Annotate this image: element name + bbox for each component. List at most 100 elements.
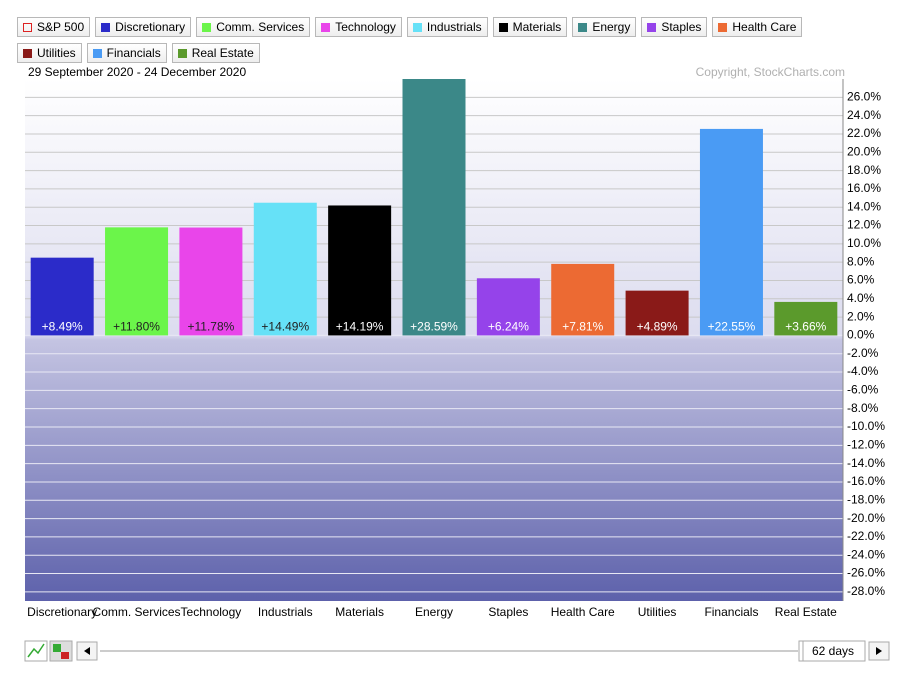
legend-label: Utilities <box>37 46 76 60</box>
legend-item[interactable]: Health Care <box>712 17 803 37</box>
legend-swatch <box>647 22 657 32</box>
y-tick-label: -2.0% <box>847 346 879 360</box>
y-tick-label: 22.0% <box>847 126 881 140</box>
y-tick-label: -14.0% <box>847 456 885 470</box>
x-tick-label: Energy <box>415 605 453 619</box>
y-tick-label: -26.0% <box>847 566 885 580</box>
y-tick-label: -12.0% <box>847 437 885 451</box>
y-tick-label: 6.0% <box>847 273 875 287</box>
value-label: +28.59% <box>410 320 458 334</box>
line-icon <box>27 643 45 658</box>
value-label: +3.66% <box>785 320 826 334</box>
legend-swatch <box>23 48 32 58</box>
bar <box>625 290 689 336</box>
value-label: +11.80% <box>113 320 160 334</box>
legend-item[interactable]: Comm. Services <box>196 17 311 37</box>
legend-swatch <box>578 22 588 32</box>
bar <box>30 257 94 336</box>
legend-label: Financials <box>106 46 161 60</box>
y-tick-label: -16.0% <box>847 474 885 488</box>
bar <box>179 227 243 336</box>
x-tick-label: Industrials <box>258 605 313 619</box>
legend-swatch <box>718 22 728 32</box>
y-tick-label: 18.0% <box>847 163 881 177</box>
controls: 62 days <box>24 640 890 662</box>
y-tick-label: -8.0% <box>847 401 879 415</box>
legend-swatch <box>177 48 187 58</box>
legend-label: Comm. Services <box>216 20 305 34</box>
legend-label: S&P 500 <box>37 20 85 34</box>
value-label: +14.49% <box>261 320 309 334</box>
legend-swatch <box>498 22 508 32</box>
legend-item[interactable]: Materials <box>492 17 568 37</box>
x-tick-label: Health Care <box>551 605 615 619</box>
y-tick-label: 12.0% <box>847 218 881 232</box>
legend-item[interactable]: Technology <box>315 17 402 37</box>
y-tick-label: 20.0% <box>847 144 881 158</box>
legend-label: Real Estate <box>191 46 254 60</box>
bar <box>402 79 466 336</box>
legend-swatch <box>92 48 102 58</box>
legend-item[interactable]: Financials <box>86 43 167 63</box>
y-tick-label: 14.0% <box>847 199 881 213</box>
x-tick-label: Materials <box>335 605 384 619</box>
value-label: +4.89% <box>637 320 678 334</box>
legend-label: Health Care <box>732 20 797 34</box>
period-label: 62 days <box>812 644 854 658</box>
legend-label: Technology <box>335 20 396 34</box>
legend-label: Materials <box>512 20 562 34</box>
legend-item[interactable]: Utilities <box>17 43 82 63</box>
x-tick-label: Comm. Services <box>93 605 181 619</box>
y-tick-label: -18.0% <box>847 492 885 506</box>
y-tick-label: 10.0% <box>847 236 881 250</box>
y-tick-label: -10.0% <box>847 419 885 433</box>
date-range: 29 September 2020 - 24 December 2020 <box>28 65 246 79</box>
copyright: Copyright, StockCharts.com <box>696 65 845 79</box>
legend-item[interactable]: Discretionary <box>95 17 192 37</box>
bar <box>699 128 763 336</box>
y-tick-label: 24.0% <box>847 108 881 122</box>
y-tick-label: -6.0% <box>847 383 879 397</box>
legend-label: Staples <box>661 20 702 34</box>
bar <box>476 278 540 336</box>
x-tick-label: Financials <box>704 605 758 619</box>
y-tick-label: -28.0% <box>847 584 885 598</box>
legend-item[interactable]: Staples <box>641 17 708 37</box>
bar <box>774 301 838 336</box>
legend-item[interactable]: Real Estate <box>171 43 260 63</box>
legend-swatch <box>321 22 331 32</box>
y-tick-label: -20.0% <box>847 511 885 525</box>
legend-item[interactable]: S&P 500 <box>17 17 91 37</box>
value-label: +8.49% <box>42 320 83 334</box>
x-tick-label: Staples <box>488 605 528 619</box>
legend-swatch <box>101 22 111 32</box>
bar <box>328 205 392 336</box>
legend-item[interactable]: Industrials <box>406 17 488 37</box>
value-label: +22.55% <box>708 320 756 334</box>
bar <box>253 202 317 336</box>
prev-arrow <box>84 647 90 655</box>
legend-label: Discretionary <box>115 20 186 34</box>
legend-label: Energy <box>592 20 631 34</box>
bars <box>30 79 838 336</box>
x-tick-label: Utilities <box>638 605 677 619</box>
x-tick-label: Technology <box>181 605 242 619</box>
y-tick-label: 16.0% <box>847 181 881 195</box>
y-tick-label: -4.0% <box>847 364 879 378</box>
y-tick-label: 4.0% <box>847 291 875 305</box>
y-tick-label: 8.0% <box>847 254 875 268</box>
y-tick-label: 2.0% <box>847 309 875 323</box>
legend-item[interactable]: Energy <box>572 17 637 37</box>
bar <box>105 227 169 336</box>
y-tick-label: -22.0% <box>847 529 885 543</box>
value-label: +6.24% <box>488 320 529 334</box>
period-box[interactable] <box>798 640 866 662</box>
bar <box>551 263 615 336</box>
legend-swatch <box>23 22 32 32</box>
legend-swatch <box>202 22 212 32</box>
y-tick-label: -24.0% <box>847 547 885 561</box>
legend-label: Industrials <box>426 20 482 34</box>
next-arrow <box>876 647 882 655</box>
